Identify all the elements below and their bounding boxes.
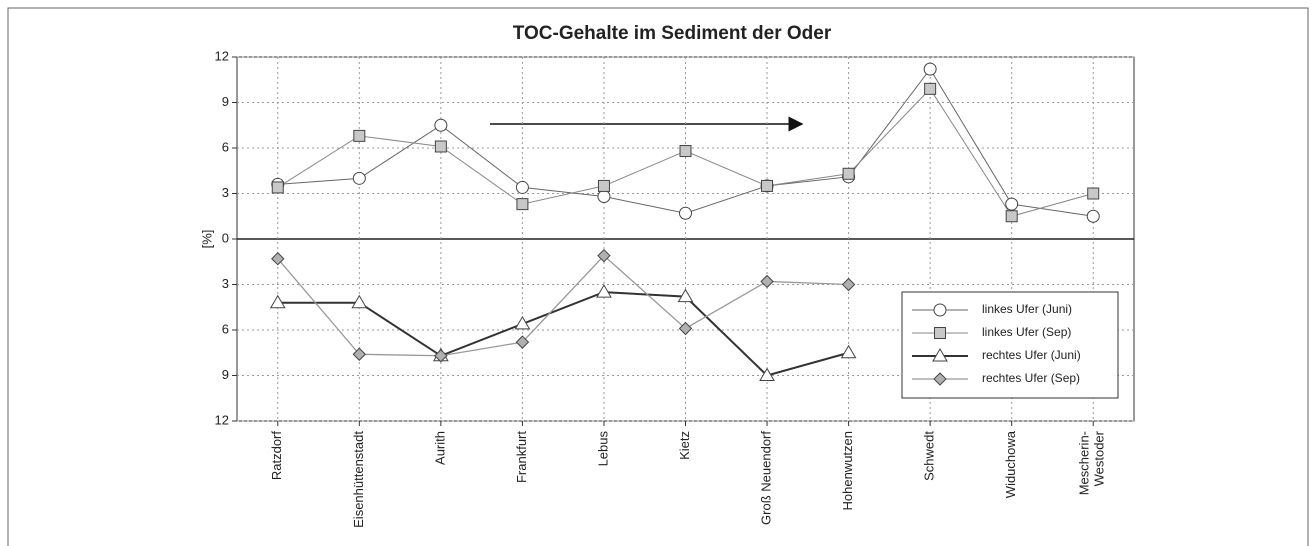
y-axis-label: [%] — [199, 230, 214, 249]
marker — [353, 129, 366, 142]
legend-marker — [932, 348, 948, 362]
marker — [352, 347, 367, 361]
marker — [597, 190, 611, 204]
x-tick-label: Frankfurt — [514, 431, 529, 483]
series-line — [277, 291, 849, 377]
y-tick-label: 9 — [222, 367, 229, 382]
x-tick-label: Widuchowa — [1003, 430, 1018, 498]
chart-title: TOC-Gehalte im Sediment der Oder — [513, 23, 832, 44]
marker — [842, 167, 855, 180]
marker — [434, 140, 447, 153]
marker — [516, 198, 529, 211]
marker — [841, 277, 856, 292]
marker — [1086, 209, 1100, 223]
y-tick-label: 9 — [222, 94, 229, 109]
marker — [760, 274, 774, 289]
x-tick-label: Kietz — [677, 431, 692, 460]
y-tick-label: 12 — [215, 412, 229, 427]
x-tick-label: Eisenhüttenstadt — [351, 431, 366, 528]
marker — [759, 367, 775, 381]
marker — [434, 118, 448, 132]
legend-label: linkes Ufer (Juni) — [982, 302, 1072, 316]
marker — [597, 179, 610, 192]
marker — [271, 181, 284, 194]
marker — [761, 179, 774, 192]
legend-label: linkes Ufer (Sep) — [982, 325, 1071, 339]
marker — [271, 252, 285, 266]
y-tick-label: 12 — [215, 48, 229, 63]
marker — [434, 349, 448, 363]
x-tick-label: Aurith — [432, 431, 447, 465]
marker — [269, 294, 286, 309]
y-tick-label: 3 — [222, 276, 229, 291]
marker — [352, 171, 366, 185]
series-line — [277, 254, 849, 357]
x-tick-label: Lebus — [595, 431, 610, 467]
marker — [515, 180, 529, 194]
marker — [679, 206, 692, 220]
x-tick-label: Mescherin-Westoder — [1077, 430, 1107, 495]
legend-marker — [934, 327, 946, 339]
marker — [351, 294, 368, 309]
marker — [678, 321, 693, 336]
y-tick-label: 6 — [222, 139, 229, 154]
x-tick-label: Hohenwutzen — [840, 431, 855, 511]
y-tick-label: 0 — [222, 230, 229, 245]
marker — [514, 315, 531, 330]
x-tick-label: Groß Neuendorf — [758, 431, 773, 525]
legend-label: rechtes Ufer (Sep) — [982, 371, 1080, 385]
marker — [677, 288, 694, 303]
x-tick-label: Ratzdorf — [269, 431, 284, 481]
marker — [596, 284, 612, 298]
marker — [923, 62, 937, 76]
legend-marker — [933, 303, 947, 317]
legend-label: rechtes Ufer (Juni) — [982, 348, 1081, 362]
marker — [1087, 187, 1100, 200]
x-tick-label: Schwedt — [922, 431, 937, 481]
marker — [1005, 197, 1019, 211]
legend-marker — [933, 372, 947, 386]
marker — [515, 335, 530, 349]
frame — [7, 7, 1309, 546]
y-tick-label: 3 — [222, 185, 229, 200]
y-tick-label: 6 — [222, 321, 229, 336]
marker — [597, 248, 611, 263]
marker — [679, 145, 692, 158]
marker — [1005, 210, 1018, 223]
marker — [840, 344, 857, 359]
marker — [924, 82, 937, 95]
